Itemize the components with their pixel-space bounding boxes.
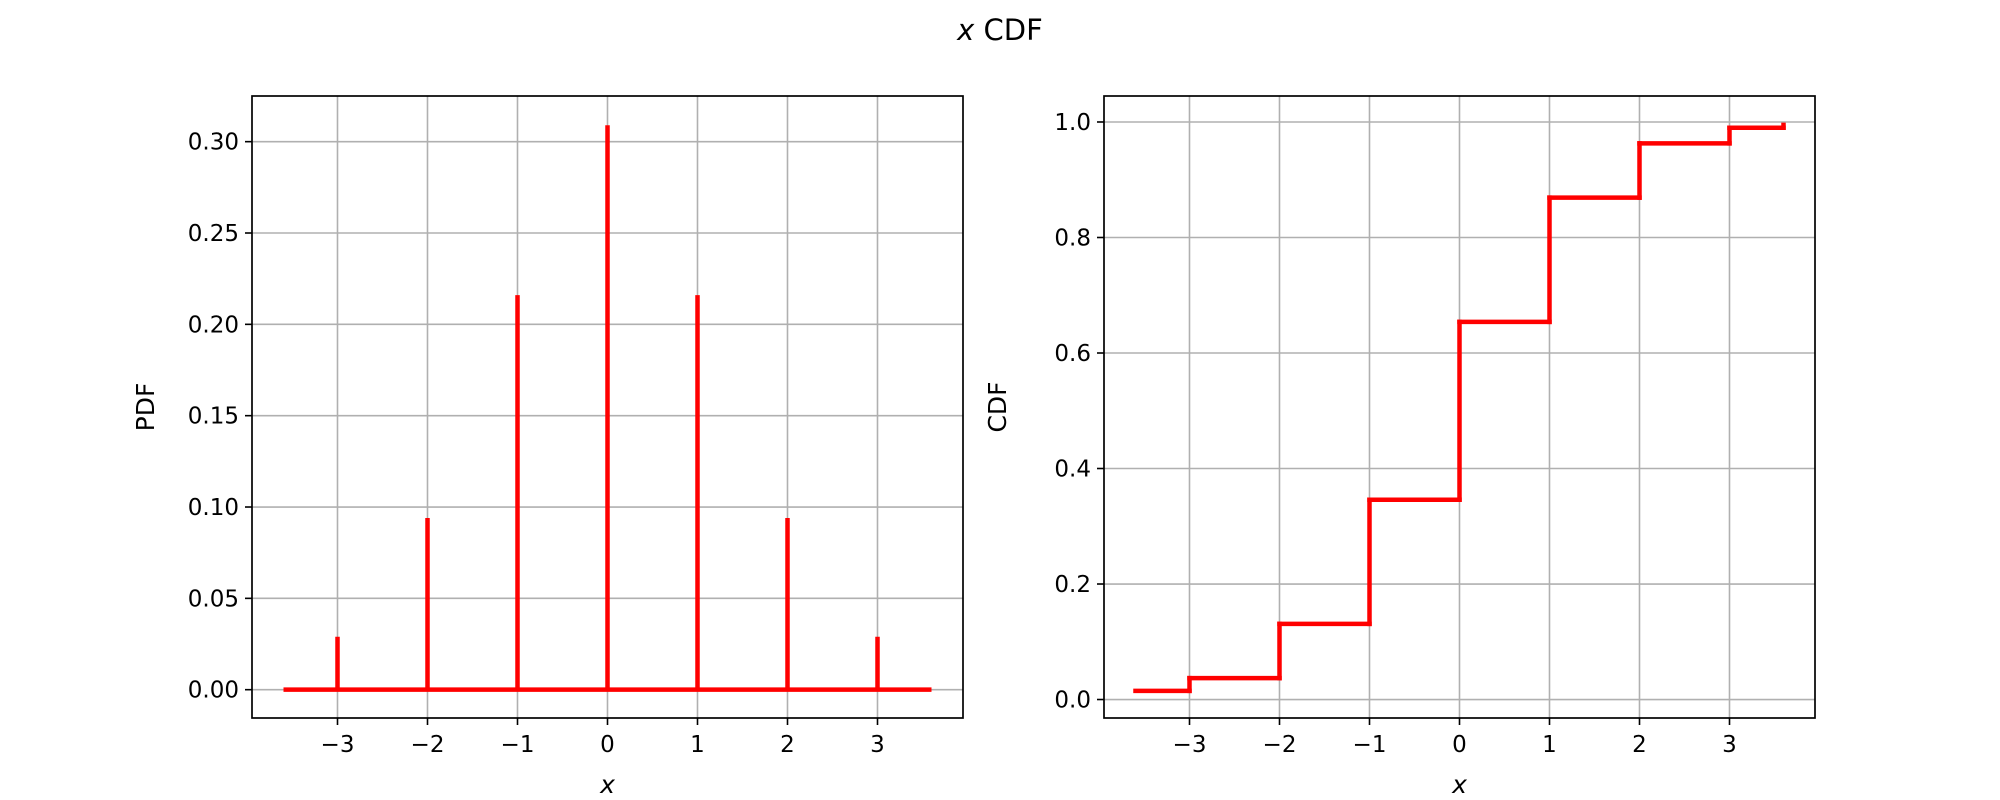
pdf-xtick-label-5: 2 — [780, 732, 795, 758]
pdf-ytick-label-6: 0.30 — [188, 130, 239, 156]
suptitle-variable: x — [956, 13, 975, 47]
figure-suptitle: x CDF — [956, 13, 1043, 47]
cdf-xtick-label-5: 2 — [1632, 732, 1647, 758]
pdf-ytick-label-4: 0.20 — [188, 312, 239, 338]
pdf-xtick-label-2: −1 — [501, 732, 535, 758]
pdf-data — [283, 125, 932, 692]
pdf-ytick-label-2: 0.10 — [188, 495, 239, 521]
cdf-data — [1133, 122, 1786, 694]
cdf-ytick-label-2: 0.4 — [1054, 457, 1091, 483]
cdf-xtick-label-6: 3 — [1722, 732, 1737, 758]
pdf-chart: −3 −2 −1 0 1 2 3 0.00 0.05 0.10 0.15 0.20 0.25 0.30 x P… — [131, 95, 964, 799]
cdf-xtick-label-2: −1 — [1353, 732, 1387, 758]
cdf-ytick-label-0: 0.0 — [1054, 688, 1091, 714]
pdf-ytick-label-0: 0.00 — [188, 678, 239, 704]
pdf-xtick-label-4: 1 — [690, 732, 705, 758]
cdf-ylabel: CDF — [983, 381, 1012, 432]
cdf-ytick-label-4: 0.8 — [1054, 225, 1091, 251]
pdf-xtick-label-1: −2 — [411, 732, 445, 758]
pdf-xtick-label-3: 0 — [600, 732, 615, 758]
pdf-xtick-label-6: 3 — [870, 732, 885, 758]
cdf-ytick-label-1: 0.2 — [1054, 572, 1091, 598]
cdf-chart: −3 −2 −1 0 1 2 3 0.0 0.2 0.4 0.6 0.8 1.0 x CDF — [983, 95, 1816, 799]
cdf-xlabel: x — [1451, 770, 1467, 799]
pdf-xlabel: x — [599, 770, 615, 799]
pdf-xtick-label-0: −3 — [321, 732, 355, 758]
pdf-ytick-label-3: 0.15 — [188, 404, 239, 430]
suptitle-text: CDF — [974, 13, 1042, 47]
pdf-ylabel: PDF — [131, 383, 160, 432]
cdf-xtick-label-3: 0 — [1452, 732, 1467, 758]
pdf-ytick-label-5: 0.25 — [188, 221, 239, 247]
cdf-xtick-label-4: 1 — [1542, 732, 1557, 758]
cdf-ytick-label-5: 1.0 — [1054, 110, 1091, 136]
cdf-xtick-label-1: −2 — [1263, 732, 1297, 758]
pdf-ytick-label-1: 0.05 — [188, 586, 239, 612]
cdf-ytick-label-3: 0.6 — [1054, 341, 1091, 367]
cdf-xtick-label-0: −3 — [1173, 732, 1207, 758]
